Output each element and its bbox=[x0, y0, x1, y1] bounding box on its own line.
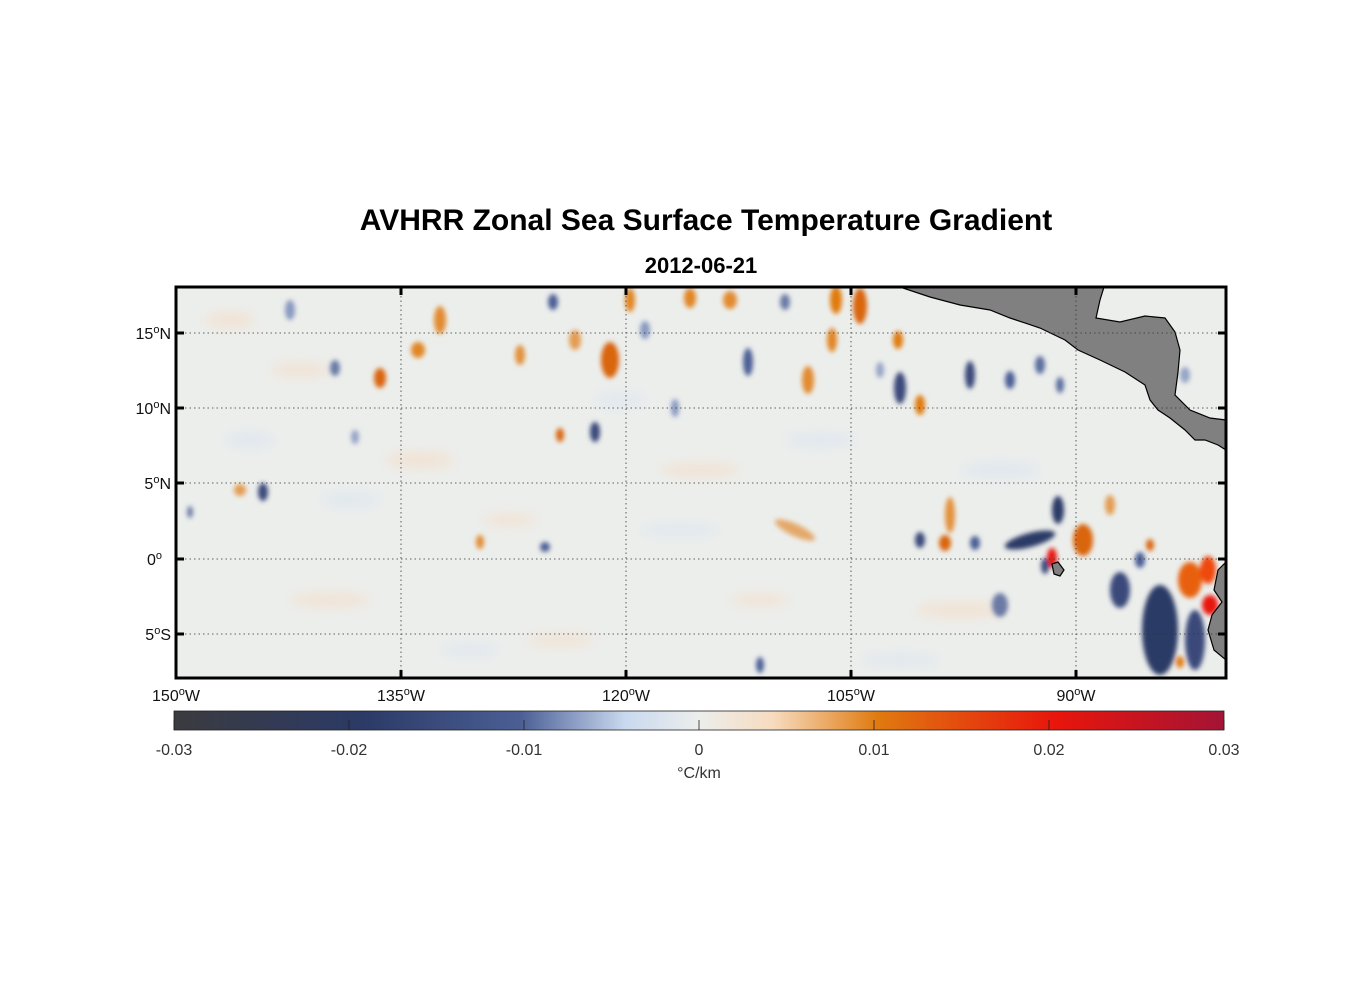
galapagos-islands bbox=[1051, 561, 1065, 577]
colorbar: -0.03 -0.02 -0.01 0 0.01 0.02 0.03 °C/km bbox=[156, 710, 1240, 782]
gradient-features bbox=[187, 287, 1218, 675]
lon-tick-label-150w: 150oW bbox=[152, 686, 201, 705]
sst-gradient-field bbox=[176, 287, 1226, 678]
colorbar-tick-label: -0.03 bbox=[156, 742, 193, 759]
colorbar-tick-label: 0.02 bbox=[1033, 742, 1064, 759]
colorbar-tick-label: -0.02 bbox=[331, 742, 368, 759]
colorbar-ticks bbox=[173, 720, 1225, 730]
chart-title: AVHRR Zonal Sea Surface Temperature Grad… bbox=[359, 204, 1053, 237]
lon-tick-label-105w: 105oW bbox=[827, 686, 876, 705]
chart-subtitle: 2012-06-21 bbox=[644, 253, 758, 278]
lon-tick-label-120w: 120oW bbox=[602, 686, 651, 705]
lat-tick-label-0: 0o bbox=[147, 550, 162, 569]
colorbar-unit-label: °C/km bbox=[677, 765, 721, 782]
lon-tick-label-90w: 90oW bbox=[1056, 686, 1096, 705]
lon-tick-label-135w: 135oW bbox=[377, 686, 426, 705]
central-america-landmass bbox=[899, 287, 1226, 451]
colorbar-tick-label: 0 bbox=[695, 742, 704, 759]
frame-ticks bbox=[176, 287, 1226, 678]
lat-tick-label-15n: 15oN bbox=[136, 324, 171, 343]
background-texture bbox=[205, 312, 1040, 666]
lat-tick-label-5s: 5oS bbox=[145, 625, 171, 644]
colorbar-tick-label: -0.01 bbox=[506, 742, 543, 759]
ocean-background bbox=[176, 287, 1226, 678]
colorbar-tick-label: 0.03 bbox=[1208, 742, 1239, 759]
lat-tick-label-5n: 5oN bbox=[144, 474, 171, 493]
lat-tick-label-10n: 10oN bbox=[136, 399, 171, 418]
colorbar-tick-label: 0.01 bbox=[858, 742, 889, 759]
